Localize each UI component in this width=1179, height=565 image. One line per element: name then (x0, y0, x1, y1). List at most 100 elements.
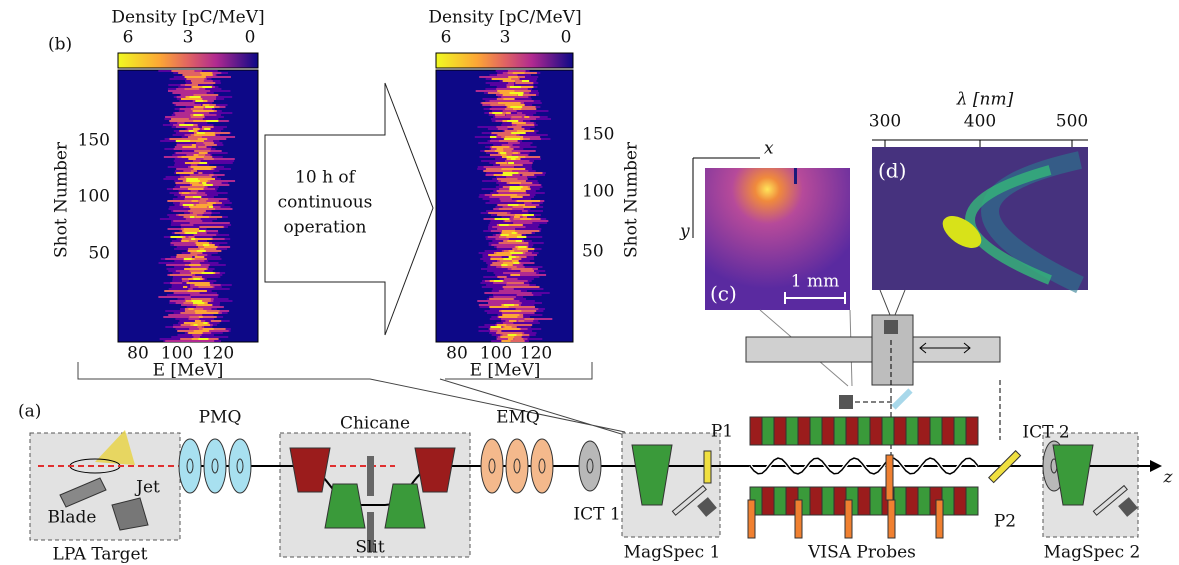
stripe (523, 216, 527, 218)
stripe (498, 128, 508, 130)
undulator-block (774, 487, 786, 515)
label: Blade (47, 508, 96, 528)
stripe (176, 256, 192, 258)
stripe (502, 230, 515, 232)
stripe (177, 122, 184, 124)
stripe (500, 336, 514, 338)
stripe (502, 144, 513, 146)
stripe (197, 304, 212, 306)
stripe (189, 130, 194, 132)
stripe (478, 142, 532, 144)
stripe (505, 104, 524, 106)
stripe (513, 128, 524, 130)
stripe (191, 116, 205, 118)
panel-label: (d) (878, 159, 906, 183)
probe (795, 500, 802, 538)
stripe (176, 126, 198, 128)
stripe (509, 256, 516, 258)
stripe (185, 232, 197, 234)
stripe (191, 164, 198, 166)
stripe (203, 104, 210, 106)
stripe (488, 212, 507, 214)
stripe (497, 324, 506, 326)
stripe (192, 200, 198, 202)
stripe (202, 74, 213, 76)
screen (704, 451, 711, 483)
y-tick: 50 (88, 244, 110, 264)
stripe (492, 194, 517, 196)
stripe (189, 332, 203, 334)
undulator-block (786, 417, 798, 445)
stripe (195, 284, 210, 286)
stripe (186, 218, 201, 220)
stripe (505, 136, 523, 138)
y-tick: 100 (582, 182, 614, 202)
stripe (520, 270, 534, 272)
stripe (192, 300, 203, 302)
stripe (514, 338, 523, 340)
stripe (199, 162, 207, 164)
stripe (495, 114, 505, 116)
stripe (197, 132, 205, 134)
stripe (193, 114, 202, 116)
stripe (520, 218, 531, 220)
stripe (195, 312, 218, 314)
stripe (183, 286, 187, 288)
stripe (509, 320, 517, 322)
stripe (488, 254, 511, 256)
colorbar-tick: 3 (500, 28, 511, 48)
stripe (193, 94, 218, 96)
stripe (172, 280, 216, 282)
tick: 300 (869, 112, 901, 132)
stripe (184, 228, 199, 230)
stripe (508, 338, 513, 340)
x-tick: 80 (127, 344, 149, 364)
stripe (491, 256, 502, 258)
stripe (175, 112, 210, 114)
undulator-block (906, 487, 918, 515)
stripe (495, 218, 510, 220)
stripe (185, 308, 203, 310)
stripe (169, 138, 201, 140)
stripe (190, 222, 230, 224)
stripe (171, 224, 231, 226)
stripe (492, 226, 525, 228)
stripe (176, 270, 190, 272)
stripe (182, 192, 190, 194)
stripe (496, 322, 540, 324)
stripe (510, 182, 521, 184)
y-tick: 150 (78, 131, 110, 151)
stripe (188, 210, 206, 212)
stripe (182, 156, 204, 158)
stripe (510, 252, 523, 254)
arrow-text: continuous (278, 193, 373, 213)
stripe (207, 202, 215, 204)
figure: (b) Density [pC/MeV] Density [pC/MeV] 6 … (0, 0, 1179, 565)
stripe (502, 266, 517, 268)
stripe (495, 238, 508, 240)
stripe (512, 124, 517, 126)
stripe (517, 248, 534, 250)
undulator-block (810, 487, 822, 515)
undulator-block (870, 417, 882, 445)
stripe (181, 194, 207, 196)
undulator-block (870, 487, 882, 515)
stripe (510, 196, 522, 198)
stripe (500, 328, 519, 330)
stripe (493, 296, 515, 298)
stripe (518, 246, 526, 248)
stripe (503, 258, 512, 260)
stripe (169, 288, 230, 290)
stripe (170, 282, 182, 284)
stripe (190, 294, 218, 296)
undulator-block (798, 417, 810, 445)
stripe (495, 150, 504, 152)
stripe (504, 288, 514, 290)
stripe (500, 260, 514, 262)
stripe (486, 210, 543, 212)
stripe (180, 186, 205, 188)
stripe (524, 318, 534, 320)
label: P1 (711, 422, 733, 442)
stripe (499, 290, 521, 292)
stripe (517, 236, 526, 238)
